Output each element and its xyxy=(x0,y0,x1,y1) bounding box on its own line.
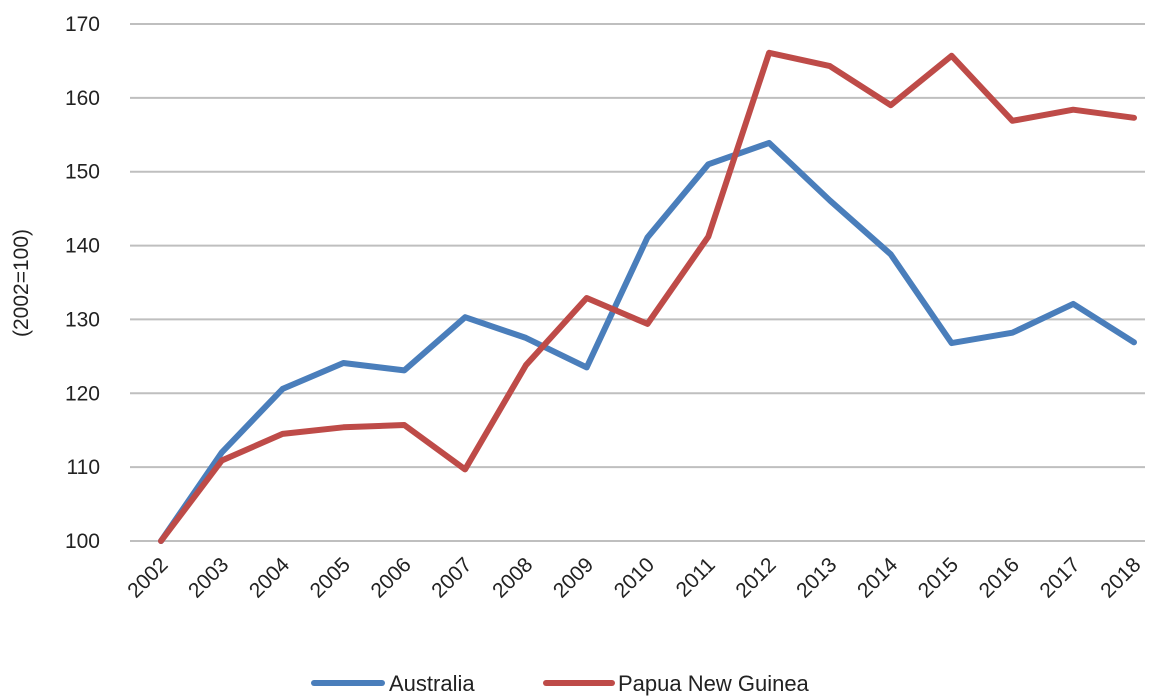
y-axis-title: (2002=100) xyxy=(10,229,33,337)
x-tick-label: 2006 xyxy=(366,553,415,602)
series-line-papua-new-guinea xyxy=(158,49,1137,544)
y-tick-label: 150 xyxy=(65,161,100,184)
x-tick-label: 2012 xyxy=(731,553,780,602)
legend-label: Papua New Guinea xyxy=(618,671,810,696)
x-tick-label: 2010 xyxy=(610,553,659,602)
x-tick-label: 2013 xyxy=(792,553,841,602)
x-tick-label: 2003 xyxy=(184,553,233,602)
legend: Australia Papua New Guinea xyxy=(311,671,810,696)
series-line-australia xyxy=(158,139,1137,544)
y-tick-label: 100 xyxy=(65,530,100,553)
legend-label: Australia xyxy=(389,671,475,696)
x-tick-label: 2005 xyxy=(306,553,355,602)
y-tick-label: 120 xyxy=(65,382,100,405)
y-tick-label: 110 xyxy=(67,456,100,479)
y-tick-label: 130 xyxy=(65,308,100,331)
x-tick-label: 2007 xyxy=(427,553,476,602)
x-tick-label: 2014 xyxy=(853,553,903,603)
y-axis-ticks: 100 110 120 130 140 150 160 170 xyxy=(65,13,100,553)
gridlines xyxy=(130,23,1145,542)
x-tick-label: 2011 xyxy=(672,553,720,601)
y-tick-label: 170 xyxy=(65,13,100,36)
x-tick-label: 2016 xyxy=(975,553,1024,602)
x-tick-label: 2009 xyxy=(549,553,598,602)
x-tick-label: 2017 xyxy=(1035,553,1084,602)
x-tick-label: 2002 xyxy=(123,553,172,602)
y-tick-label: 160 xyxy=(65,87,100,110)
y-tick-label: 140 xyxy=(65,235,100,258)
x-axis-ticks: 2002 2003 2004 2005 2006 2007 2008 2009 2010 2011… xyxy=(123,553,1145,603)
x-tick-label: 2018 xyxy=(1096,553,1145,602)
series-lines xyxy=(158,49,1137,544)
x-tick-label: 2015 xyxy=(914,553,963,602)
x-tick-label: 2004 xyxy=(245,553,295,603)
x-tick-label: 2008 xyxy=(488,553,537,602)
